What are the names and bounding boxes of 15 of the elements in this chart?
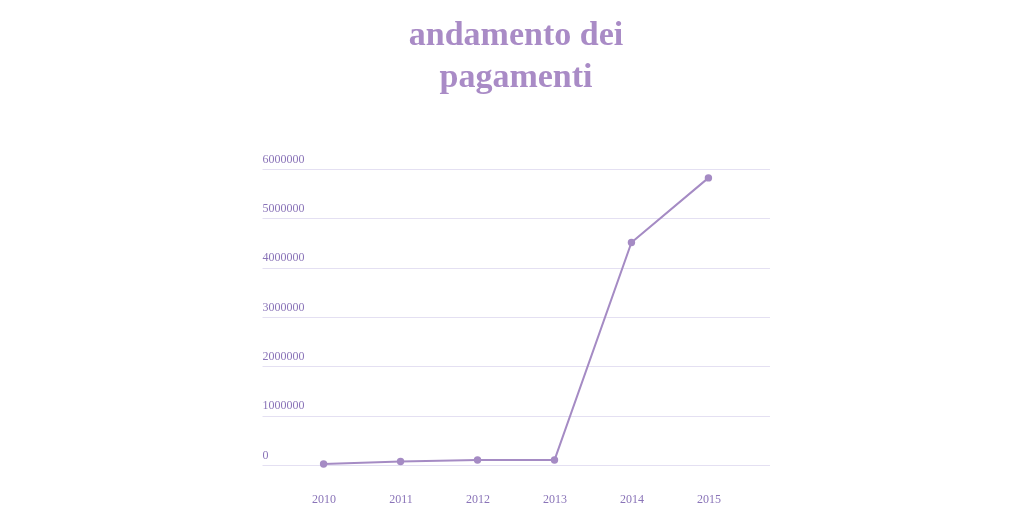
- y-tick-label: 6000000: [262, 151, 305, 166]
- x-tick-label: 2013: [542, 491, 567, 506]
- y-tick-label: 3000000: [262, 299, 305, 314]
- x-tick-label: 2010: [312, 491, 337, 506]
- y-tick-label: 5000000: [262, 200, 305, 215]
- y-tick-label: 1000000: [262, 398, 305, 413]
- y-tick-label: 0: [262, 447, 269, 462]
- text: pagamenti: [439, 57, 593, 94]
- x-tick-label: 2014: [619, 491, 644, 506]
- y-tick-label: 4000000: [262, 250, 305, 265]
- y-tick-label: 2000000: [262, 348, 305, 363]
- text: andamento dei: [408, 15, 624, 52]
- x-tick-label: 2012: [466, 491, 491, 506]
- x-tick-label: 2011: [389, 491, 413, 506]
- x-tick-label: 2015: [696, 491, 721, 506]
